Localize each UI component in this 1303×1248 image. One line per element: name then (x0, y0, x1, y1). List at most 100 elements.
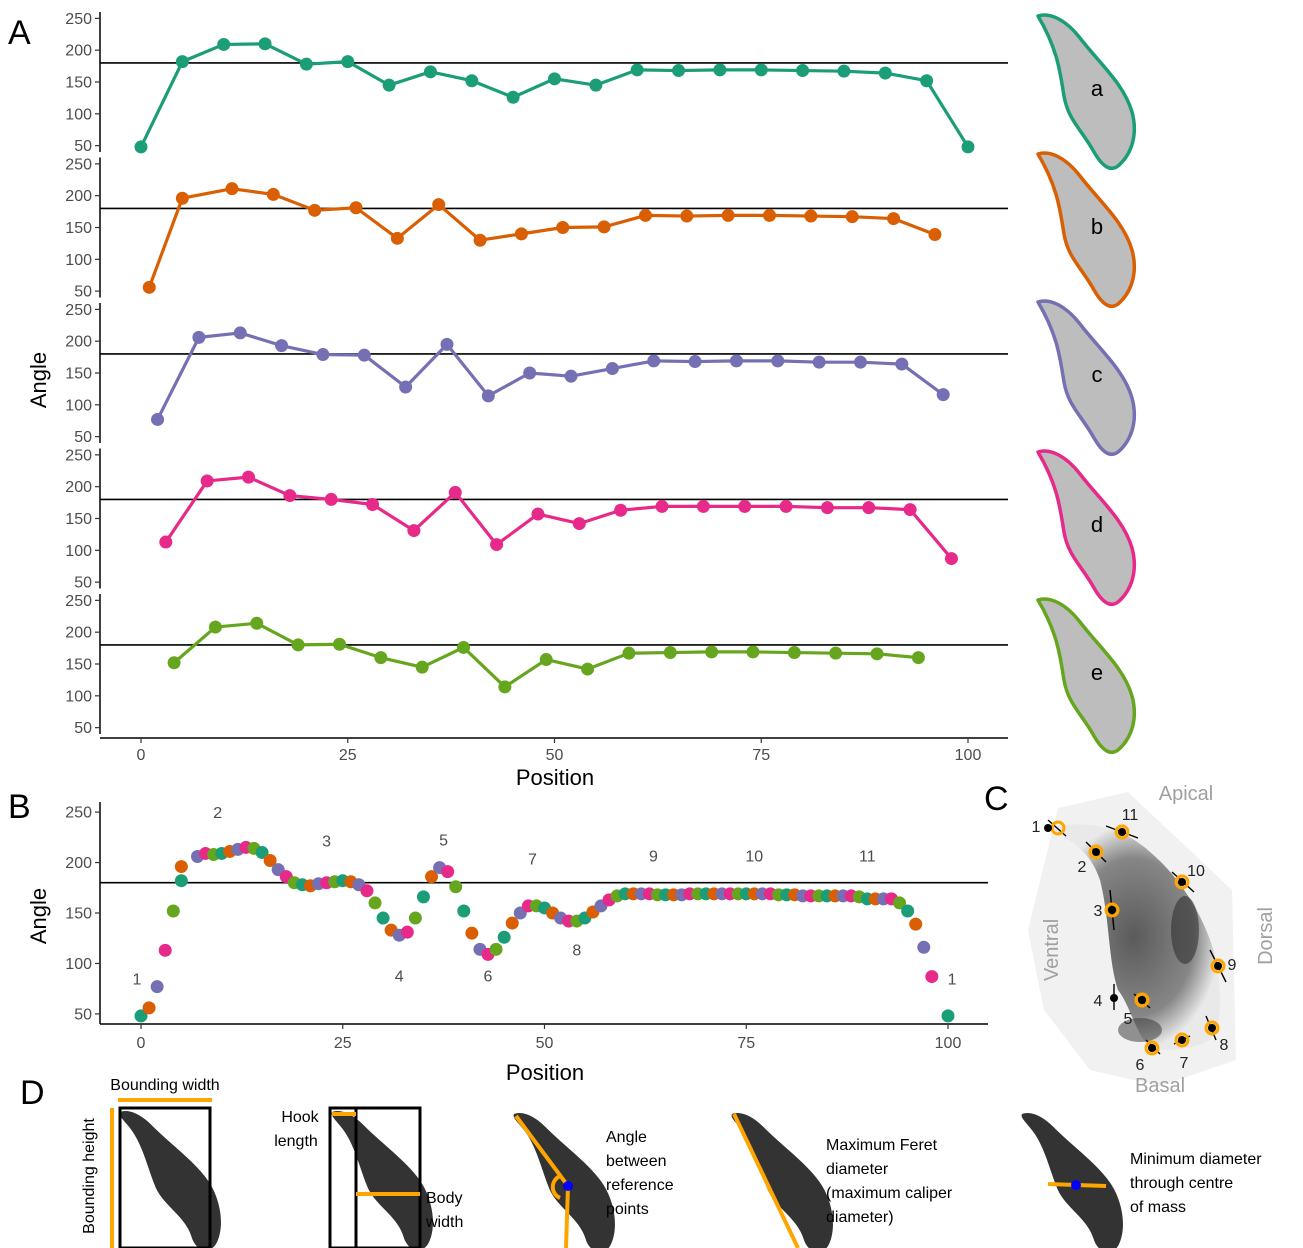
panel-a-point-c (151, 412, 165, 426)
measure-bounding-box: Bounding width Bounding height (81, 1077, 221, 1248)
panel-b-annotation: 2 (213, 805, 222, 822)
panel-c-reference-points: 1 2 3 4 5 6 7 8 9 10 11 (1032, 807, 1237, 1074)
shape-label-b: b (1091, 214, 1103, 239)
panel-letter-b: B (8, 788, 31, 826)
panel-a-point-a (258, 37, 272, 51)
panel-a-point-c (440, 337, 454, 351)
angle-label-2: between (606, 1153, 667, 1170)
panel-a-point-e (746, 645, 760, 659)
panel-c-point (1110, 994, 1118, 1002)
panel-a-y-tick-label: 250 (65, 593, 92, 610)
panel-a-point-e (787, 646, 801, 660)
panel-a-x-tick-label: 100 (955, 747, 982, 764)
panel-c-point (1214, 962, 1222, 970)
panel-a-y-tick-label: 100 (65, 688, 92, 705)
panel-a-point-e (374, 651, 388, 665)
panel-a-point-a (672, 64, 686, 78)
panel-b-annotation: 5 (439, 832, 448, 849)
panel-b-point-a (901, 904, 915, 918)
panel-a-point-c (564, 369, 578, 383)
panel-a-point-d (779, 499, 793, 513)
panel-a-point-a (837, 64, 851, 78)
panel-a-point-a (589, 78, 603, 92)
panel-c-point-label: 1 (1032, 819, 1041, 836)
panel-a-point-b (473, 233, 487, 247)
panel-a-y-tick-label: 100 (65, 106, 92, 123)
panel-a-y-axis-title: Angle (26, 352, 51, 408)
panel-a-point-b (680, 209, 694, 223)
panel-b-point-a (376, 911, 390, 925)
panel-a-series-line-b (147, 187, 936, 288)
feret-label-4: diameter) (826, 1209, 894, 1226)
panel-c-angle-marker (1134, 992, 1150, 1008)
panel-a-y-tick-label: 200 (65, 188, 92, 205)
panel-b-point-e (166, 904, 180, 918)
panel-a-point-a (713, 63, 727, 77)
panel-a-point-a (796, 64, 810, 78)
panel-c-point (1138, 996, 1146, 1004)
angle-arc (550, 1174, 561, 1200)
panel-a-series-line-a (139, 42, 970, 148)
panel-a-point-d (944, 552, 958, 566)
panel-a-point-a (382, 78, 396, 92)
panel-a-point-b (514, 227, 528, 241)
panel-a-point-e (457, 640, 471, 654)
panel-a-y-tick-label: 250 (65, 156, 92, 173)
shape-label-c: c (1092, 362, 1103, 387)
panel-a-point-d (696, 499, 710, 513)
panel-a-point-d (655, 499, 669, 513)
panel-a-x-tick-label: 50 (546, 747, 564, 764)
panel-c-point-label: 5 (1124, 1011, 1133, 1028)
panel-a-y-tick-label: 150 (65, 220, 92, 237)
panel-c-point (1208, 1024, 1216, 1032)
shape-label-a: a (1091, 76, 1104, 101)
panel-a-point-e (498, 680, 512, 694)
panel-a-point-b (845, 210, 859, 224)
panel-b-annotation: 7 (528, 852, 537, 869)
shape-outline-a (1036, 13, 1137, 171)
panel-c-point (1108, 906, 1116, 914)
panel-b-point-e (489, 942, 503, 956)
panel-a-point-e (829, 646, 843, 660)
panel-b-point-e (449, 880, 463, 894)
panel-c-point (1118, 828, 1126, 836)
shape-outline-d (1036, 449, 1137, 607)
panel-a-point-a (175, 55, 189, 69)
panel-a-point-c (275, 339, 289, 353)
panel-a-point-b (390, 231, 404, 245)
panel-a-y-tick-label: 150 (65, 366, 92, 383)
panel-a-point-d (572, 517, 586, 531)
measure-angle: Angle between reference points (513, 1112, 674, 1248)
panel-c-angle-marker (1204, 1020, 1220, 1036)
angle-label-3: reference (606, 1177, 674, 1194)
panel-a-point-d (531, 507, 545, 521)
panel-a-point-a (630, 63, 644, 77)
panel-b-y-tick-label: 250 (65, 805, 92, 822)
panel-c-point-label: 4 (1094, 993, 1103, 1010)
panel-b-annotation: 3 (322, 833, 331, 850)
panel-b-y-tick-label: 200 (65, 855, 92, 872)
panel-a-point-a (134, 140, 148, 154)
panel-b-point-d (441, 865, 455, 879)
panel-c-angle-marker (1210, 958, 1226, 974)
panel-b-x-tick-label: 75 (737, 1035, 755, 1052)
panel-a-point-e (581, 662, 595, 676)
panel-c-point-label: 2 (1078, 859, 1087, 876)
hook-box-rect (328, 1106, 422, 1248)
panel-a-point-a (506, 90, 520, 104)
shape-outline-b (1036, 151, 1137, 309)
panel-b-point-e (893, 896, 907, 910)
panel-b-point-c (917, 940, 931, 954)
panel-a-point-b (308, 203, 322, 217)
panel-a-point-e (911, 651, 925, 665)
feret-label-3: (maximum caliper (826, 1185, 953, 1202)
panel-c-angle-marker (1174, 874, 1190, 890)
panel-b-y-tick-label: 150 (65, 906, 92, 923)
feret-label-1: Maximum Feret (826, 1137, 938, 1154)
shape-label-d: d (1091, 512, 1103, 537)
panel-b-point-b (909, 917, 923, 931)
panel-c-point (1148, 1044, 1156, 1052)
panel-c-angle-marker (1088, 844, 1104, 860)
hook-length-label-1: Hook (281, 1109, 319, 1126)
panel-b-point-a (134, 1009, 148, 1023)
